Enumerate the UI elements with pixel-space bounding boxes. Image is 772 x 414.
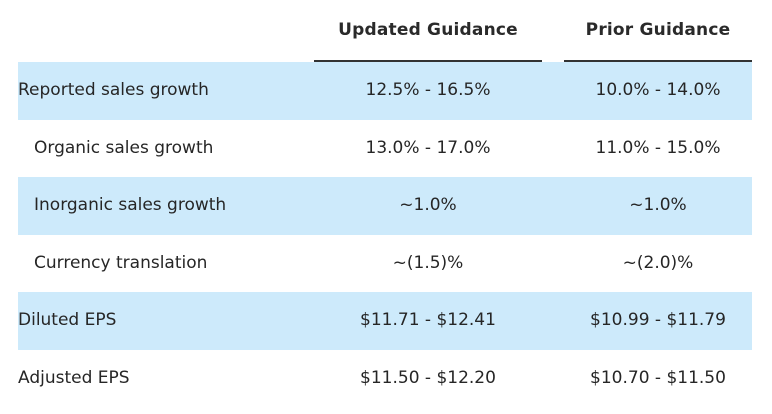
prior-guidance-value: $10.99 - $11.79 — [590, 310, 726, 331]
updated-guidance-value: ~(1.5)% — [392, 252, 464, 273]
prior-guidance-value: ~(2.0)% — [622, 252, 694, 273]
table-row-diluted-eps: Diluted EPS $11.71 - $12.41 $10.99 - $11… — [18, 292, 752, 350]
table-row-inorganic-sales-growth: Inorganic sales growth ~1.0% ~1.0% — [18, 177, 752, 235]
table-row-adjusted-eps: Adjusted EPS $11.50 - $12.20 $10.70 - $1… — [18, 350, 752, 408]
updated-guidance-value: $11.71 - $12.41 — [360, 310, 496, 331]
row-label: Currency translation — [34, 252, 208, 273]
updated-guidance-value: $11.50 - $12.20 — [360, 367, 496, 388]
column-header-updated-guidance: Updated Guidance — [338, 20, 518, 40]
prior-guidance-value: 11.0% - 15.0% — [595, 137, 721, 158]
updated-guidance-value: 12.5% - 16.5% — [365, 80, 491, 100]
prior-guidance-value: ~1.0% — [629, 195, 687, 216]
row-label: Diluted EPS — [18, 310, 117, 331]
guidance-table-body: Reported sales growth 12.5% - 16.5% 10.0… — [18, 62, 752, 408]
header-rule-prior — [564, 60, 752, 62]
prior-guidance-value: 10.0% - 14.0% — [595, 80, 721, 100]
updated-guidance-value: 13.0% - 17.0% — [365, 137, 491, 158]
updated-guidance-value: ~1.0% — [399, 195, 457, 216]
table-row-currency-translation: Currency translation ~(1.5)% ~(2.0)% — [18, 235, 752, 293]
column-header-prior-guidance: Prior Guidance — [585, 20, 731, 40]
prior-guidance-value: $10.70 - $11.50 — [590, 367, 726, 388]
header-rule-updated — [314, 60, 542, 62]
table-row-organic-sales-growth: Organic sales growth 13.0% - 17.0% 11.0%… — [18, 120, 752, 178]
row-label: Reported sales growth — [18, 80, 209, 100]
table-header: Updated Guidance Prior Guidance — [0, 0, 772, 62]
table-row-reported-sales-growth: Reported sales growth 12.5% - 16.5% 10.0… — [18, 62, 752, 120]
row-label: Adjusted EPS — [18, 367, 130, 388]
row-label: Inorganic sales growth — [34, 195, 227, 216]
row-label: Organic sales growth — [34, 137, 214, 158]
